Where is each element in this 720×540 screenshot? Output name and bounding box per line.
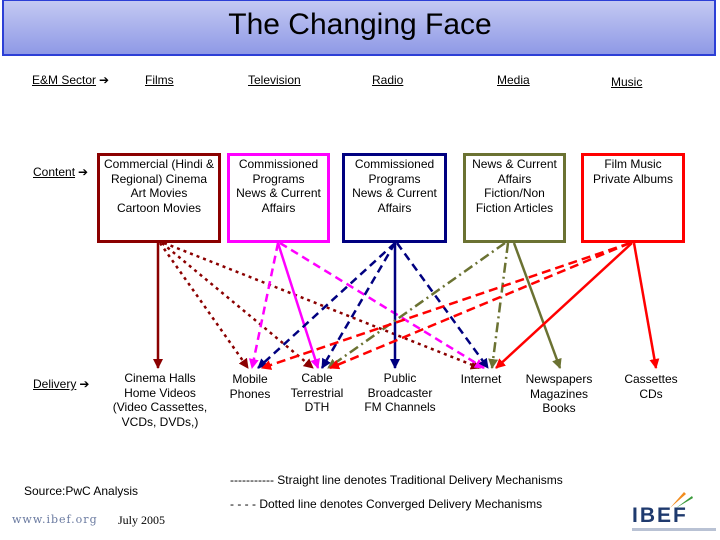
legend-dotted: - - - - Dotted line denotes Converged De… (230, 497, 543, 511)
tv-to-mobile-line (248, 242, 280, 369)
source-note: Source:PwC Analysis (24, 484, 139, 498)
tv-to-cable-line (276, 242, 321, 369)
ibef-logo: IBEF (632, 490, 716, 536)
header-sector: E&M Sector ➔ (32, 73, 110, 87)
logo-text: IBEF (632, 504, 688, 527)
content-box-music: Film Music Private Albums (581, 153, 685, 243)
title-bar (2, 0, 716, 56)
right-arrow-icon: ➔ (79, 377, 90, 391)
content-box-media: News & Current Affairs Fiction/Non Fiction … (463, 153, 566, 243)
header-films: Films (145, 73, 174, 87)
music-to-cassettes-line (632, 242, 660, 369)
delivery-cassettes: Cassettes CDs (624, 372, 678, 401)
logo-underline (632, 528, 716, 531)
music-to-cable-line (329, 241, 631, 370)
header-music: Music (611, 75, 643, 89)
delivery-newspapers: Newspapers Magazines Books (525, 372, 593, 415)
footer-url: www.ibef.org (12, 513, 98, 526)
radio-to-mobile-line (257, 242, 396, 369)
media-to-newspapers-line (512, 242, 562, 369)
right-arrow-icon: ➔ (99, 73, 110, 87)
content-box-television: Commissioned Programs News & Current Affair… (227, 153, 330, 243)
music-to-internet-line (495, 242, 633, 369)
tv-to-internet-line (279, 241, 485, 370)
row-label-delivery: Delivery ➔ (33, 377, 90, 391)
header-radio: Radio (372, 73, 404, 87)
content-box-films: Commercial (Hindi & Regional) Cinema Art M… (97, 153, 221, 243)
delivery-mobile: Mobile Phones (229, 372, 271, 401)
legend-solid: ----------- Straight line denotes Tradit… (230, 473, 563, 487)
films-to-mobile-line (158, 242, 250, 369)
delivery-public: Public Broadcaster FM Channels (364, 371, 436, 414)
music-to-mobile-line (261, 241, 631, 370)
films-to-cable-line (161, 242, 314, 369)
films-to-internet-line (163, 241, 481, 370)
header-media: Media (497, 73, 530, 87)
delivery-cable: Cable Terrestrial DTH (290, 371, 344, 414)
delivery-cinema: Cinema Halls Home Videos (Video Cassettes,… (112, 371, 208, 429)
header-television: Television (248, 73, 301, 87)
row-label-content: Content ➔ (33, 165, 89, 179)
page-title: The Changing Face (228, 8, 492, 41)
right-arrow-icon: ➔ (78, 165, 89, 179)
logo-mark-icon (670, 492, 693, 508)
radio-to-cable-line (320, 242, 397, 369)
delivery-internet: Internet (460, 372, 502, 386)
media-to-internet-line (488, 242, 510, 369)
media-to-cable-line (327, 241, 506, 370)
footer-date: July 2005 (118, 513, 166, 527)
content-box-radio: Commissioned Programs News & Current Affair… (342, 153, 447, 243)
